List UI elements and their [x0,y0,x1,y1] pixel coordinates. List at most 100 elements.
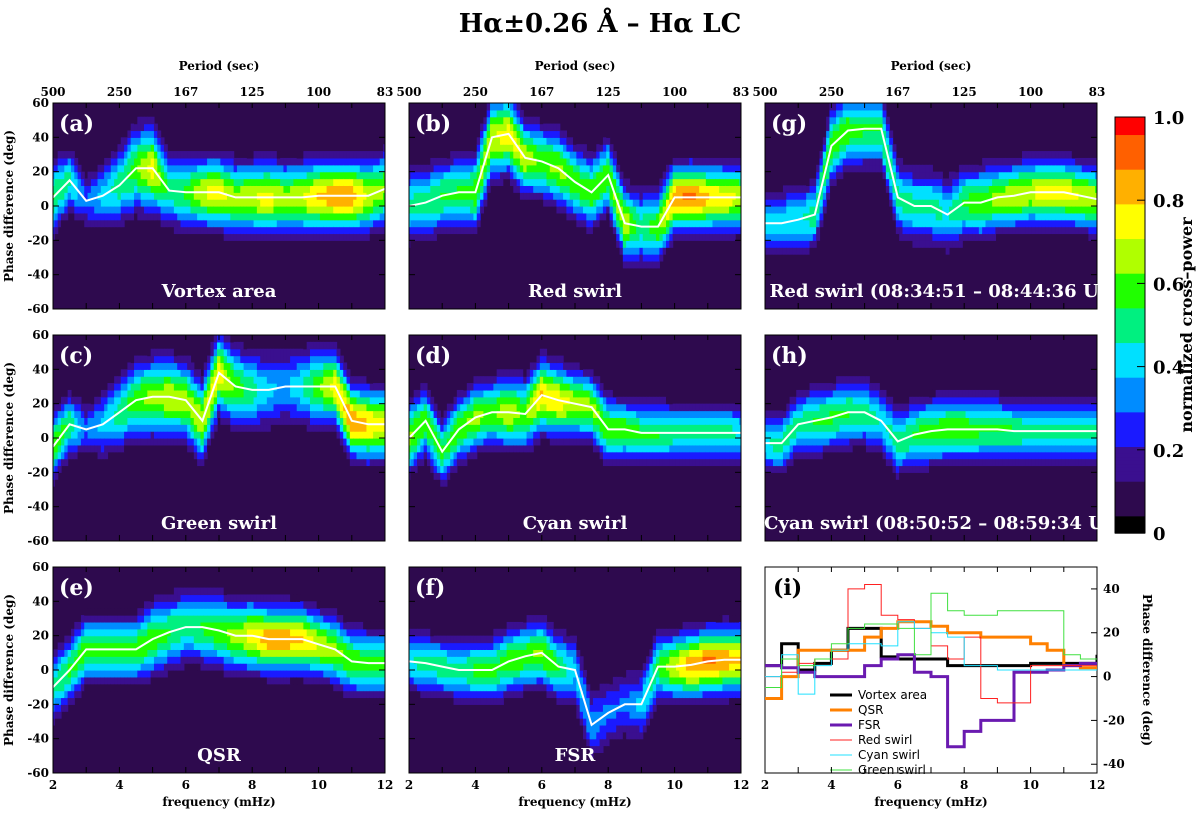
heatmap-cell [163,348,168,357]
heatmap-cell [300,376,304,384]
heatmap-cell [137,438,142,446]
heatmap-cell [217,403,221,412]
heatmap-cell [270,362,275,370]
heatmap-cell [227,341,231,350]
heatmap-cell [313,341,318,350]
heatmap-cell [1055,199,1060,207]
heatmap-cell [712,192,717,200]
heatmap-cell [642,240,647,248]
heatmap-cell [659,247,664,255]
heatmap-cell [107,206,112,214]
heatmap-cell [473,206,478,214]
heatmap-cell [529,144,534,152]
heatmap-cell [533,171,538,180]
heatmap-cell [773,226,777,235]
heatmap-cell [965,233,970,241]
heatmap-cell [250,396,255,405]
heatmap-cell [1051,219,1056,228]
heatmap-cell [576,192,581,200]
heatmap-cell [246,355,251,364]
heatmap-cell [1055,151,1060,159]
heatmap-cell [326,219,331,228]
heatmap-cell [147,144,152,152]
heatmap-cell [912,192,917,200]
heatmap-cell [140,123,145,132]
heatmap-cell [556,144,561,152]
heatmap-cell [486,151,491,159]
heatmap-cell [972,171,977,180]
heatmap-cell [622,247,627,255]
heatmap-cell [995,164,1000,173]
heatmap-cell [583,199,587,207]
heatmap-cell [626,240,631,248]
heatmap-cell [998,157,1003,166]
heatmap-cell [925,192,930,200]
heatmap-cell [985,185,990,193]
heatmap-cell [173,157,178,166]
heatmap-cell [909,233,914,241]
heatmap-cell [563,206,567,214]
period-tick-label: 500 [40,85,65,99]
heatmap-cell [210,206,215,214]
heatmap-cell [902,185,907,193]
y-tick-label: 0 [41,199,49,213]
heatmap-cell [466,164,471,173]
heatmap-cell [735,219,740,228]
heatmap-cell [300,389,304,398]
heatmap-cell [955,164,960,173]
heatmap-cell [695,192,700,200]
heatmap-cell [675,185,680,193]
heatmap-cell [127,144,132,152]
heatmap-cell [153,348,158,357]
heatmap-cell [433,233,438,241]
heatmap-cell [1002,164,1006,173]
heatmap-cell [260,389,265,398]
heatmap-cell [356,396,361,405]
heatmap-cell [1095,185,1097,193]
heatmap-cell [193,151,198,159]
heatmap-cell [972,206,977,214]
heatmap-cell [859,130,864,138]
heatmap-cell [679,192,684,200]
heatmap-cell [1081,212,1086,221]
heatmap-cell [476,219,481,228]
heatmap-cell [865,137,870,145]
heatmap-cell [190,410,195,418]
heatmap-cell [310,157,314,166]
heatmap-cell [283,226,288,235]
heatmap-cell [147,424,152,432]
heatmap-cell [735,226,740,235]
heatmap-cell [889,151,894,159]
heatmap-cell [127,403,132,412]
heatmap-cell [193,171,198,180]
heatmap-cell [1048,199,1053,207]
heatmap-cell [662,171,667,180]
heatmap-cell [276,206,281,214]
heatmap-cell [500,157,504,166]
heatmap-cell [353,403,358,412]
heatmap-cell [333,233,338,241]
heatmap-cell [210,424,215,432]
heatmap-cell [862,123,867,132]
heatmap-cell [147,123,152,132]
heatmap-cell [293,157,298,166]
heatmap-cell [826,130,831,138]
heatmap-cell [985,233,990,241]
heatmap-cell [486,130,491,138]
heatmap-cell [319,348,324,357]
heatmap-cell [729,178,733,186]
heatmap-cell [313,185,318,193]
heatmap-cell [333,396,338,405]
heatmap-cell [796,212,801,221]
heatmap-cell [349,451,354,460]
heatmap-cell [932,171,937,180]
heatmap-cell [100,396,105,405]
heatmap-cell [549,178,554,186]
heatmap-cell [417,185,421,193]
heatmap-cell [533,144,538,152]
heatmap-cell [173,383,178,391]
heatmap-cell [988,164,993,173]
heatmap-cell [319,157,324,166]
heatmap-cell [173,424,178,432]
heatmap-cell [353,383,358,391]
